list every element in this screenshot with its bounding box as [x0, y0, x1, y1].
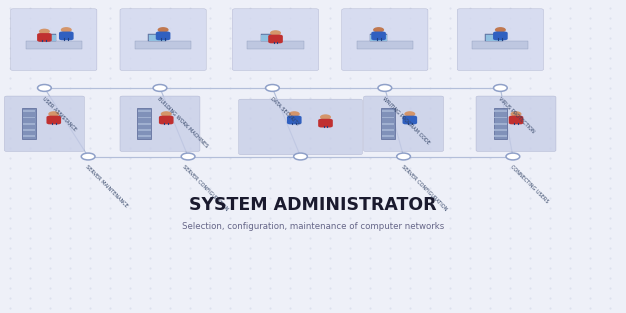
Bar	[370, 34, 387, 41]
Circle shape	[506, 153, 520, 160]
Bar	[494, 117, 506, 119]
Bar	[493, 108, 507, 139]
Circle shape	[493, 85, 507, 91]
Bar	[138, 110, 151, 112]
Bar	[382, 110, 394, 112]
FancyBboxPatch shape	[37, 33, 52, 42]
Circle shape	[158, 27, 168, 33]
Bar	[23, 110, 35, 112]
Bar	[494, 135, 506, 137]
Circle shape	[38, 85, 51, 91]
FancyBboxPatch shape	[493, 32, 508, 40]
Circle shape	[495, 27, 506, 33]
Circle shape	[161, 111, 172, 117]
Circle shape	[181, 153, 195, 160]
Bar	[247, 41, 304, 49]
Text: VIRUS PROTECTION: VIRUS PROTECTION	[497, 96, 535, 134]
Circle shape	[153, 85, 167, 91]
Text: BUILDING WORK MACHINES: BUILDING WORK MACHINES	[156, 96, 209, 148]
Bar	[382, 135, 394, 137]
FancyBboxPatch shape	[457, 9, 543, 70]
Text: WRITING PROGRAM CODE: WRITING PROGRAM CODE	[381, 96, 431, 145]
FancyBboxPatch shape	[268, 35, 283, 43]
FancyBboxPatch shape	[509, 116, 523, 124]
FancyBboxPatch shape	[4, 96, 85, 151]
Circle shape	[61, 27, 72, 33]
Bar	[138, 108, 151, 139]
FancyBboxPatch shape	[120, 9, 206, 70]
Circle shape	[270, 30, 281, 36]
Bar	[494, 123, 506, 125]
Text: SERVER MAINTENANCE: SERVER MAINTENANCE	[85, 164, 129, 209]
Text: USER ASSISTANCE: USER ASSISTANCE	[41, 96, 77, 132]
Bar	[22, 108, 36, 139]
Bar	[494, 110, 506, 112]
FancyBboxPatch shape	[59, 32, 74, 40]
Bar	[382, 123, 394, 125]
Bar	[486, 35, 502, 41]
Bar	[39, 35, 56, 41]
Circle shape	[39, 29, 50, 34]
Circle shape	[510, 111, 521, 117]
Bar	[261, 35, 277, 41]
Bar	[472, 41, 528, 49]
Bar	[149, 35, 165, 41]
Circle shape	[289, 111, 300, 117]
Text: Selection, configuration, maintenance of computer networks: Selection, configuration, maintenance of…	[182, 222, 444, 231]
Circle shape	[397, 153, 411, 160]
Text: CONNECTING USERS: CONNECTING USERS	[510, 164, 550, 204]
Text: SERVER CONFIGURATION: SERVER CONFIGURATION	[182, 164, 229, 212]
FancyBboxPatch shape	[120, 96, 200, 151]
Circle shape	[373, 27, 384, 33]
Text: SERVER CONFIGURATION: SERVER CONFIGURATION	[400, 164, 448, 212]
FancyBboxPatch shape	[156, 32, 170, 40]
Bar	[135, 41, 191, 49]
Circle shape	[81, 153, 95, 160]
Bar	[148, 34, 166, 41]
Bar	[485, 34, 503, 41]
Bar	[494, 129, 506, 131]
FancyBboxPatch shape	[342, 9, 428, 70]
Text: SYSTEM ADMINISTRATOR: SYSTEM ADMINISTRATOR	[189, 196, 437, 214]
FancyBboxPatch shape	[364, 96, 444, 151]
Bar	[382, 129, 394, 131]
Bar	[23, 129, 35, 131]
Bar	[23, 117, 35, 119]
FancyBboxPatch shape	[239, 99, 362, 155]
FancyBboxPatch shape	[318, 119, 333, 127]
Bar	[138, 123, 151, 125]
Bar	[382, 117, 394, 119]
Bar	[138, 117, 151, 119]
Bar	[381, 108, 395, 139]
Circle shape	[320, 114, 331, 120]
Bar	[260, 34, 278, 41]
Text: DATA SECURITY: DATA SECURITY	[269, 96, 300, 126]
Bar	[39, 34, 56, 41]
Circle shape	[48, 111, 59, 117]
Circle shape	[404, 111, 415, 117]
Bar	[371, 35, 387, 41]
Circle shape	[265, 85, 279, 91]
FancyBboxPatch shape	[11, 9, 97, 70]
FancyBboxPatch shape	[287, 116, 302, 124]
Bar	[26, 41, 82, 49]
Bar	[138, 135, 151, 137]
FancyBboxPatch shape	[232, 9, 319, 70]
FancyBboxPatch shape	[46, 116, 61, 124]
FancyBboxPatch shape	[476, 96, 556, 151]
Bar	[23, 135, 35, 137]
FancyBboxPatch shape	[371, 32, 386, 40]
Bar	[357, 41, 413, 49]
Bar	[138, 129, 151, 131]
Bar	[23, 123, 35, 125]
Circle shape	[378, 85, 392, 91]
FancyBboxPatch shape	[403, 116, 417, 124]
Circle shape	[294, 153, 307, 160]
FancyBboxPatch shape	[159, 116, 173, 124]
